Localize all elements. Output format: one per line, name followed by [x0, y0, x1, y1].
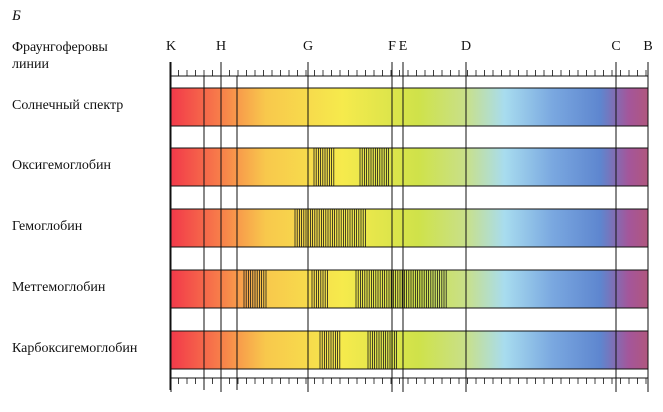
line-label-b: B [643, 39, 653, 54]
absorption-band [319, 331, 341, 369]
absorption-band [294, 209, 366, 247]
line-connectors [169, 62, 649, 390]
spectrum-gradient [169, 147, 649, 187]
spectrum-strip [169, 269, 649, 309]
spectrum-strip [169, 208, 649, 248]
line-label-h: H [215, 39, 227, 54]
spectrum-gradient [169, 330, 649, 370]
absorption-band [243, 270, 267, 308]
spectrum-strip [169, 330, 649, 370]
spectrum-label: Оксигемоглобин [12, 158, 112, 173]
line-label-d: D [460, 39, 472, 54]
spectrum-strips [169, 87, 649, 370]
spectrum-gradient [169, 208, 649, 248]
bottom-scale-ruler [169, 377, 649, 392]
line-label-k: K [165, 39, 177, 54]
header-label-line1: Фраунгоферовы [12, 40, 108, 55]
spectrum-strip [169, 147, 649, 187]
top-scale-ruler [169, 62, 649, 77]
spectrum-label: Карбоксигемоглобин [12, 341, 138, 356]
line-label-e: E [398, 39, 408, 54]
spectrum-strip [169, 87, 649, 127]
absorption-band [311, 270, 328, 308]
absorption-band [313, 148, 335, 186]
header-label-line2: линии [12, 57, 49, 72]
spectrum-label: Гемоглобин [12, 219, 83, 234]
spectrum-label: Метгемоглобин [12, 280, 106, 295]
absorption-band [359, 148, 390, 186]
line-label-f: F [388, 39, 396, 54]
spectrum-label: Солнечный спектр [12, 98, 124, 113]
line-label-g: G [302, 39, 314, 54]
fraunhofer-header: Фраунгоферовы линии [12, 39, 108, 73]
absorption-band [355, 270, 447, 308]
line-label-c: C [611, 39, 621, 54]
spectrum-gradient [169, 87, 649, 127]
panel-letter: Б [12, 8, 21, 24]
